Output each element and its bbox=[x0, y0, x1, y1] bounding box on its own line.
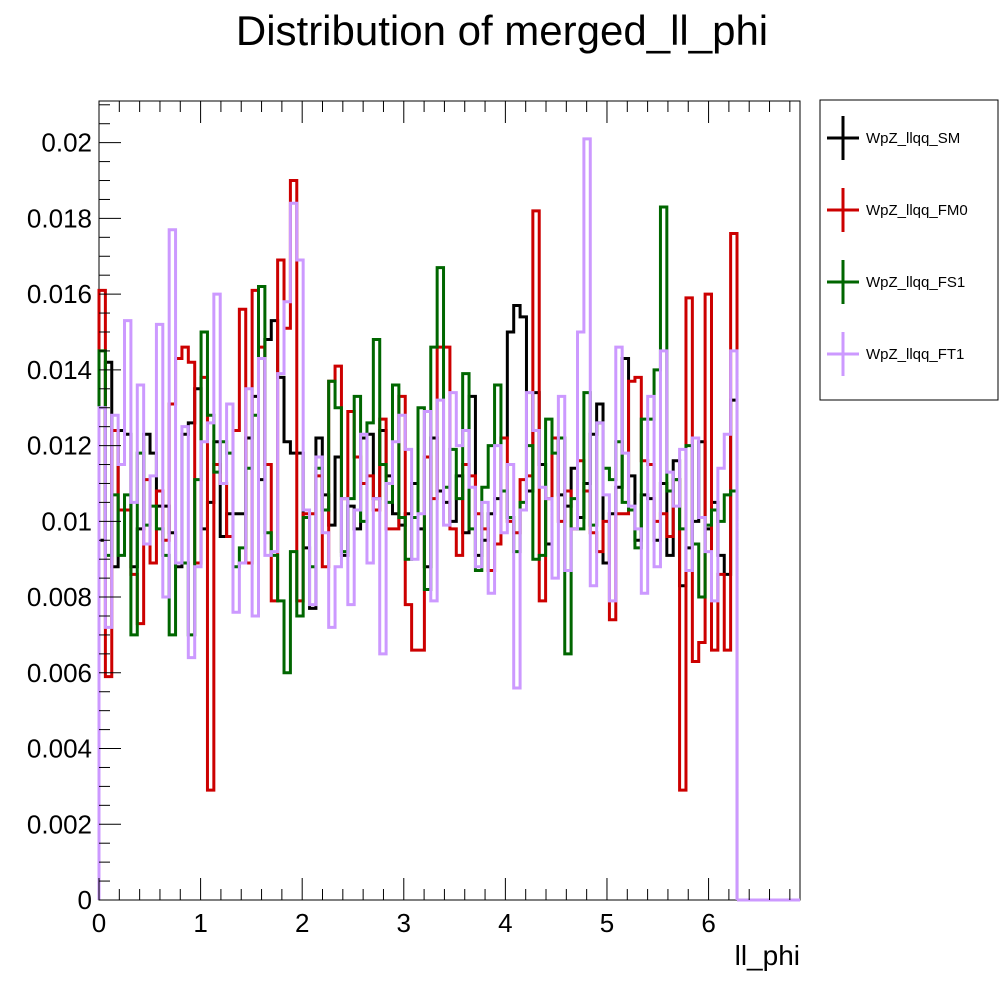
x-tick-labels: 0 1 2 3 4 5 6 bbox=[92, 908, 716, 938]
series-line-4 bbox=[97, 137, 739, 900]
x-tick-label: 2 bbox=[295, 908, 309, 938]
legend-label: WpZ_llqq_FM0 bbox=[866, 202, 968, 219]
histogram-series-group bbox=[97, 137, 800, 902]
y-tick-label: 0.016 bbox=[27, 279, 92, 309]
x-axis-label: ll_phi bbox=[735, 940, 800, 971]
legend-label: WpZ_llqq_FT1 bbox=[866, 346, 964, 363]
x-tick-label: 6 bbox=[701, 908, 715, 938]
x-tick-label: 1 bbox=[193, 908, 207, 938]
series-line-3 bbox=[97, 205, 739, 900]
x-tick-label: 0 bbox=[92, 908, 106, 938]
y-tick-label: 0.004 bbox=[27, 734, 92, 764]
y-tick-label: 0.02 bbox=[41, 128, 92, 158]
y-tick-label: 0.008 bbox=[27, 582, 92, 612]
legend-label: WpZ_llqq_FS1 bbox=[866, 274, 965, 291]
y-tick-label: 0.014 bbox=[27, 355, 92, 385]
x-tick-label: 3 bbox=[397, 908, 411, 938]
y-tick-label: 0 bbox=[78, 885, 92, 915]
y-tick-label: 0.018 bbox=[27, 203, 92, 233]
y-tick-label: 0.01 bbox=[41, 506, 92, 536]
x-tick-label: 5 bbox=[600, 908, 614, 938]
series-line-2 bbox=[97, 179, 739, 900]
axis-ticks-group bbox=[98, 101, 791, 901]
y-tick-label: 0.006 bbox=[27, 658, 92, 688]
y-tick-labels: 0 0.002 0.004 0.006 0.008 0.01 0.012 0.014 0.016… bbox=[27, 128, 92, 915]
y-tick-label: 0.012 bbox=[27, 431, 92, 461]
legend: WpZ_llqq_SM WpZ_llqq_FM0 WpZ_llqq_FS1 WpZ_l… bbox=[827, 116, 968, 376]
y-tick-label: 0.002 bbox=[27, 809, 92, 839]
legend-label: WpZ_llqq_SM bbox=[866, 130, 960, 147]
x-tick-label: 4 bbox=[498, 908, 512, 938]
chart-title: Distribution of merged_ll_phi bbox=[236, 7, 768, 54]
legend-box bbox=[819, 99, 999, 401]
